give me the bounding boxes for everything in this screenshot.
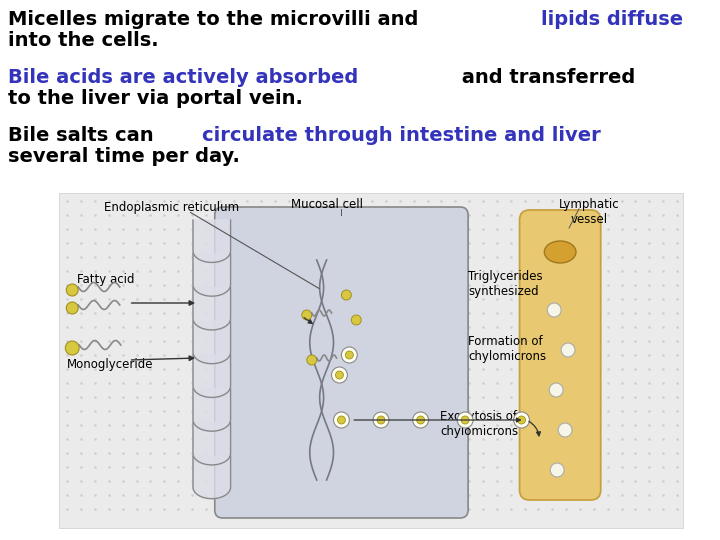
Text: Mucosal cell: Mucosal cell [291, 198, 363, 211]
FancyBboxPatch shape [520, 210, 600, 500]
Polygon shape [193, 321, 230, 363]
Circle shape [549, 383, 563, 397]
Polygon shape [193, 422, 230, 465]
FancyBboxPatch shape [59, 193, 683, 528]
Text: lipids diffuse: lipids diffuse [541, 10, 683, 29]
Circle shape [336, 371, 343, 379]
Text: Endoplasmic reticulum: Endoplasmic reticulum [104, 201, 239, 214]
Text: Formation of
chylomicrons: Formation of chylomicrons [468, 335, 546, 363]
Text: several time per day.: several time per day. [8, 147, 240, 166]
Circle shape [373, 412, 389, 428]
Polygon shape [193, 254, 230, 296]
Text: Monoglyceride: Monoglyceride [67, 358, 154, 371]
Text: into the cells.: into the cells. [8, 31, 158, 50]
Circle shape [413, 412, 428, 428]
Text: Bile salts can: Bile salts can [8, 126, 161, 145]
Text: to the liver via portal vein.: to the liver via portal vein. [8, 89, 303, 108]
FancyBboxPatch shape [215, 207, 468, 518]
Circle shape [462, 416, 469, 424]
Circle shape [513, 412, 529, 428]
Circle shape [417, 416, 425, 424]
Text: Fatty acid: Fatty acid [77, 273, 135, 286]
Text: Exocytosis of
chylomicrons: Exocytosis of chylomicrons [441, 410, 518, 438]
Circle shape [341, 290, 351, 300]
Circle shape [558, 423, 572, 437]
Circle shape [66, 284, 78, 296]
Circle shape [561, 343, 575, 357]
Polygon shape [193, 355, 230, 397]
Circle shape [338, 416, 346, 424]
Text: circulate through intestine and liver: circulate through intestine and liver [202, 126, 601, 145]
Circle shape [302, 310, 312, 320]
Circle shape [66, 341, 79, 355]
Text: Lymphatic
vessel: Lymphatic vessel [559, 198, 619, 226]
Circle shape [351, 315, 361, 325]
Circle shape [550, 463, 564, 477]
Circle shape [547, 303, 561, 317]
Circle shape [307, 355, 317, 365]
Text: Bile acids are actively absorbed: Bile acids are actively absorbed [8, 68, 358, 87]
Circle shape [331, 367, 347, 383]
Text: Micelles migrate to the microvilli and: Micelles migrate to the microvilli and [8, 10, 425, 29]
Circle shape [518, 416, 526, 424]
Circle shape [333, 412, 349, 428]
Polygon shape [193, 389, 230, 431]
Circle shape [457, 412, 473, 428]
Ellipse shape [544, 241, 576, 263]
Polygon shape [193, 220, 230, 262]
Polygon shape [193, 456, 230, 498]
Text: and transferred: and transferred [455, 68, 636, 87]
Polygon shape [193, 287, 230, 330]
Circle shape [377, 416, 385, 424]
Circle shape [346, 351, 354, 359]
Text: Triglycerides
synthesized: Triglycerides synthesized [468, 270, 543, 298]
Circle shape [341, 347, 357, 363]
Circle shape [66, 302, 78, 314]
